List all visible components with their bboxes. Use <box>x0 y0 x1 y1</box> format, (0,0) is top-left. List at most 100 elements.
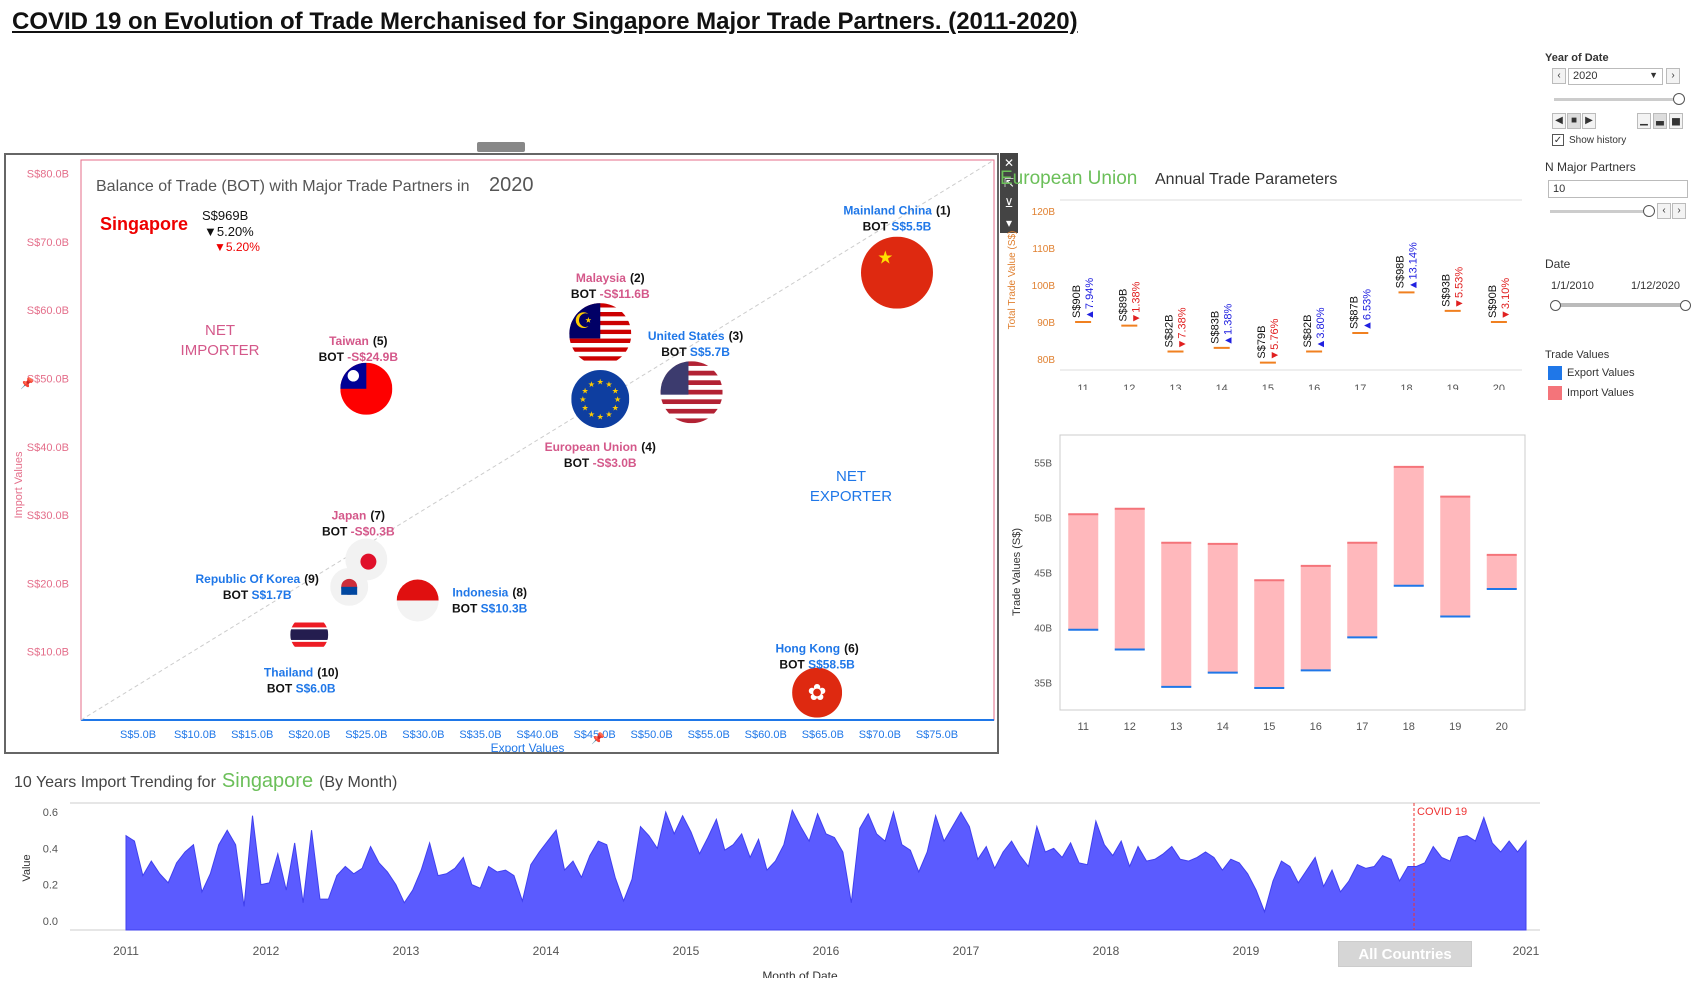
partner-point[interactable]: ☪ Malaysia (2) BOT -S$11.6B <box>569 271 650 366</box>
bar-x-tick: 14 <box>1217 721 1229 733</box>
flag-stripe <box>792 667 843 718</box>
partner-point[interactable]: ★ Mainland China (1) BOT S$5.5B <box>843 204 951 309</box>
open-external-icon[interactable]: ⇱ <box>1003 176 1015 190</box>
partner-point[interactable]: Japan (7) BOT -S$0.3B <box>322 509 395 581</box>
year-next-button[interactable]: › <box>1666 68 1680 84</box>
flag-stripe <box>569 343 632 348</box>
partner-point[interactable]: Taiwan (5) BOT -S$24.9B <box>319 334 399 415</box>
bar-plot-area <box>1059 434 1526 711</box>
date-filter-label: Date <box>1545 257 1571 271</box>
bot-prefix: BOT <box>319 350 348 364</box>
flag-star: ★ <box>612 386 619 395</box>
partner-rank: (10) <box>317 666 338 680</box>
bar-y-tick: 50B <box>1034 514 1052 525</box>
bar-range <box>1207 543 1238 673</box>
speed-fast-button[interactable]: ▅ <box>1669 113 1683 129</box>
flag-taiwan-icon <box>340 362 393 415</box>
area-title-suffix: (By Month) <box>319 774 397 791</box>
speed-medium-button[interactable]: ▃ <box>1653 113 1667 129</box>
legend-item-export[interactable]: Export Values <box>1567 367 1635 379</box>
date-range-end-handle[interactable] <box>1680 300 1691 311</box>
partner-point[interactable]: ★★★★★★★★★ ★ ★★European Union (4)BOT -S$3.0B <box>545 370 656 470</box>
line-value-label: S$90B <box>1487 285 1499 318</box>
area-x-tick: 2018 <box>1093 944 1120 958</box>
show-history-checkbox[interactable]: ✓ <box>1552 134 1564 146</box>
partner-name: Indonesia <box>452 585 508 599</box>
play-forward-button[interactable]: ▶ <box>1582 113 1596 129</box>
flag-stripe <box>569 347 632 352</box>
bar-range <box>1347 542 1378 638</box>
line-value-label: S$98B <box>1395 255 1407 288</box>
speed-slow-button[interactable]: ▁ <box>1637 113 1651 129</box>
net-exporter-label: EXPORTER <box>810 488 892 505</box>
line-title-suffix: Annual Trade Parameters <box>1155 171 1337 188</box>
line-change-label: ▲7.94% <box>1084 278 1096 320</box>
filter-icon[interactable]: ⊻ <box>1004 196 1014 210</box>
y-tick-label: S$60.0B <box>27 305 69 317</box>
partner-point[interactable]: Thailand (10) BOT S$6.0B <box>264 615 339 696</box>
bot-value: -S$3.0B <box>593 456 637 470</box>
flag-usa-icon <box>660 361 723 424</box>
dashboard-title: COVID 19 on Evolution of Trade Merchanis… <box>12 8 1078 35</box>
date-range-track[interactable] <box>1555 303 1685 307</box>
n-partners-slider-track[interactable] <box>1550 210 1648 213</box>
flag-stripe <box>660 365 723 371</box>
year-slider-handle[interactable] <box>1673 93 1685 105</box>
area-title-prefix: 10 Years Import Trending for <box>14 774 217 791</box>
partner-point[interactable]: Indonesia (8) BOT S$10.3B <box>396 579 528 622</box>
partner-point[interactable]: Republic Of Korea (9) BOT S$1.7B <box>196 567 369 606</box>
flag-hongkong-icon: ✿ <box>792 667 843 718</box>
area-y-tick: 0.0 <box>43 916 58 928</box>
y-tick-label: S$10.0B <box>27 647 69 659</box>
net-exporter-label: NET <box>836 468 866 485</box>
line-change-label: ▼7.38% <box>1177 307 1189 349</box>
flag-stripe <box>660 361 723 366</box>
date-range-start-handle[interactable] <box>1550 300 1561 311</box>
flag-stripe <box>290 629 329 640</box>
line-change-label: ▼5.76% <box>1269 318 1281 360</box>
partner-rank: (8) <box>512 585 527 599</box>
partner-name: Mainland China <box>843 204 932 218</box>
bar-x-tick: 13 <box>1170 721 1182 733</box>
year-slider-track[interactable] <box>1554 98 1680 101</box>
line-change-label: ▲3.80% <box>1315 307 1327 349</box>
net-importer-label: NET <box>205 322 235 339</box>
bot-prefix: BOT <box>223 588 252 602</box>
n-partners-slider-handle[interactable] <box>1643 205 1655 217</box>
line-value-label: S$82B <box>1164 314 1176 347</box>
partner-name-label: Indonesia (8) <box>452 585 527 599</box>
n-partners-input[interactable]: 10 <box>1548 180 1688 198</box>
line-y-title: Total Trade Value (S$) <box>1007 231 1018 330</box>
area-y-tick: 0.6 <box>43 807 58 819</box>
legend-item-import[interactable]: Import Values <box>1567 387 1635 399</box>
line-change-label: ▲1.38% <box>1223 304 1235 346</box>
trade-values-bar-chart: 35B 40B 45B 50B 55B Trade Values (S$) 11 12 13 14… <box>1011 434 1526 733</box>
n-partners-increase-button[interactable]: › <box>1672 203 1686 219</box>
all-countries-button[interactable]: All Countries <box>1338 941 1472 967</box>
panel-drag-handle[interactable] <box>477 142 525 152</box>
flag-stripe <box>660 394 723 400</box>
partner-rank: (2) <box>630 271 645 285</box>
year-select[interactable]: 2020 ▼ <box>1568 68 1663 85</box>
x-tick-label: S$50.0B <box>631 729 673 741</box>
x-tick-label: S$35.0B <box>459 729 501 741</box>
more-menu-icon[interactable]: ▾ <box>1005 216 1013 230</box>
flag-star: ★ <box>588 410 595 419</box>
flag-stripe <box>660 404 723 409</box>
partner-point[interactable]: ✿ Hong Kong (6) BOT S$58.5B <box>775 642 859 718</box>
bot-value: -S$0.3B <box>351 525 395 539</box>
n-partners-decrease-button[interactable]: ‹ <box>1657 203 1671 219</box>
x-tick-label: S$45.0B <box>573 729 615 741</box>
partner-point[interactable]: United States (3) BOT S$5.7B <box>648 329 743 424</box>
partner-name-label: Japan (7) <box>332 509 385 523</box>
partner-name: European Union <box>545 440 638 454</box>
close-icon[interactable]: ✕ <box>1003 156 1015 170</box>
year-prev-button[interactable]: ‹ <box>1552 68 1566 84</box>
flag-stripe <box>660 375 723 381</box>
partner-rank: (5) <box>373 334 388 348</box>
stop-button[interactable]: ■ <box>1567 113 1581 129</box>
partner-bot-label: BOT S$58.5B <box>779 658 855 672</box>
play-back-button[interactable]: ◀ <box>1552 113 1566 129</box>
area-x-tick: 2017 <box>953 944 980 958</box>
flag-indonesia-icon <box>396 579 439 622</box>
